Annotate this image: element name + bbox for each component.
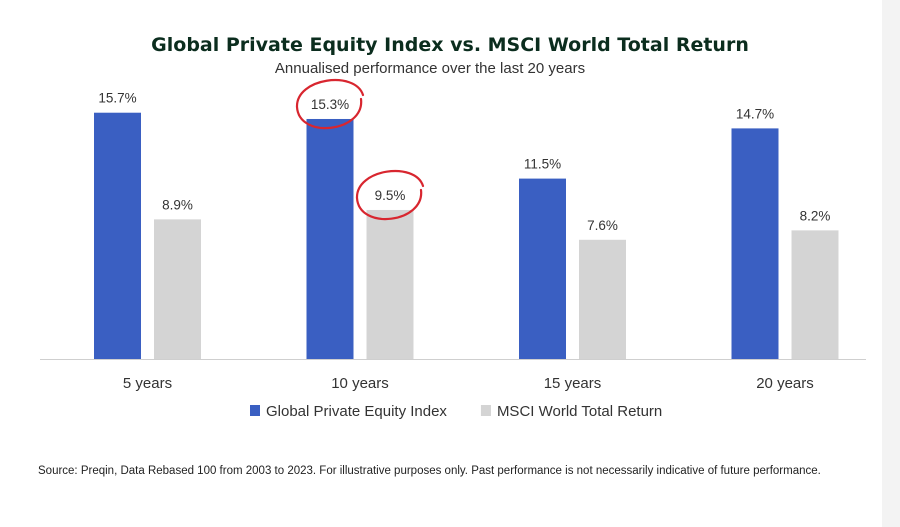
chart-subtitle: Annualised performance over the last 20 … xyxy=(274,60,586,77)
data-label: 14.7% xyxy=(736,106,774,121)
legend-label: Global Private Equity Index xyxy=(266,403,447,420)
legend-swatch xyxy=(250,405,260,416)
data-label: 8.2% xyxy=(800,208,831,223)
bar-msci-world-1 xyxy=(366,209,414,359)
data-label: 9.5% xyxy=(375,188,406,203)
annotation-circle-1 xyxy=(295,79,365,130)
legend-swatch xyxy=(480,405,491,416)
data-label: 8.9% xyxy=(162,197,193,212)
data-label: 11.5% xyxy=(524,157,561,172)
x-tick-label: 15 years xyxy=(544,375,602,392)
bar-pe-index-3 xyxy=(731,128,779,359)
source-note: Source: Preqin, Data Rebased 100 from 20… xyxy=(38,465,821,477)
data-label: 15.7% xyxy=(98,91,136,106)
bar-pe-index-2 xyxy=(519,178,566,359)
x-tick-label: 5 years xyxy=(123,375,172,392)
data-label: 7.6% xyxy=(587,218,618,233)
bar-msci-world-0 xyxy=(154,219,201,359)
page-edge-strip xyxy=(882,0,900,527)
legend-label: MSCI World Total Return xyxy=(497,403,662,420)
data-label: 15.3% xyxy=(311,97,349,112)
chart-title: Global Private Equity Index vs. MSCI Wor… xyxy=(151,34,749,56)
bar-msci-world-3 xyxy=(791,230,839,359)
bar-pe-index-1 xyxy=(306,118,354,359)
x-tick-label: 10 years xyxy=(331,375,389,392)
annotation-circle-2 xyxy=(355,170,425,221)
bar-msci-world-2 xyxy=(579,239,626,359)
x-tick-label: 20 years xyxy=(756,375,814,392)
bar-pe-index-0 xyxy=(94,112,141,359)
